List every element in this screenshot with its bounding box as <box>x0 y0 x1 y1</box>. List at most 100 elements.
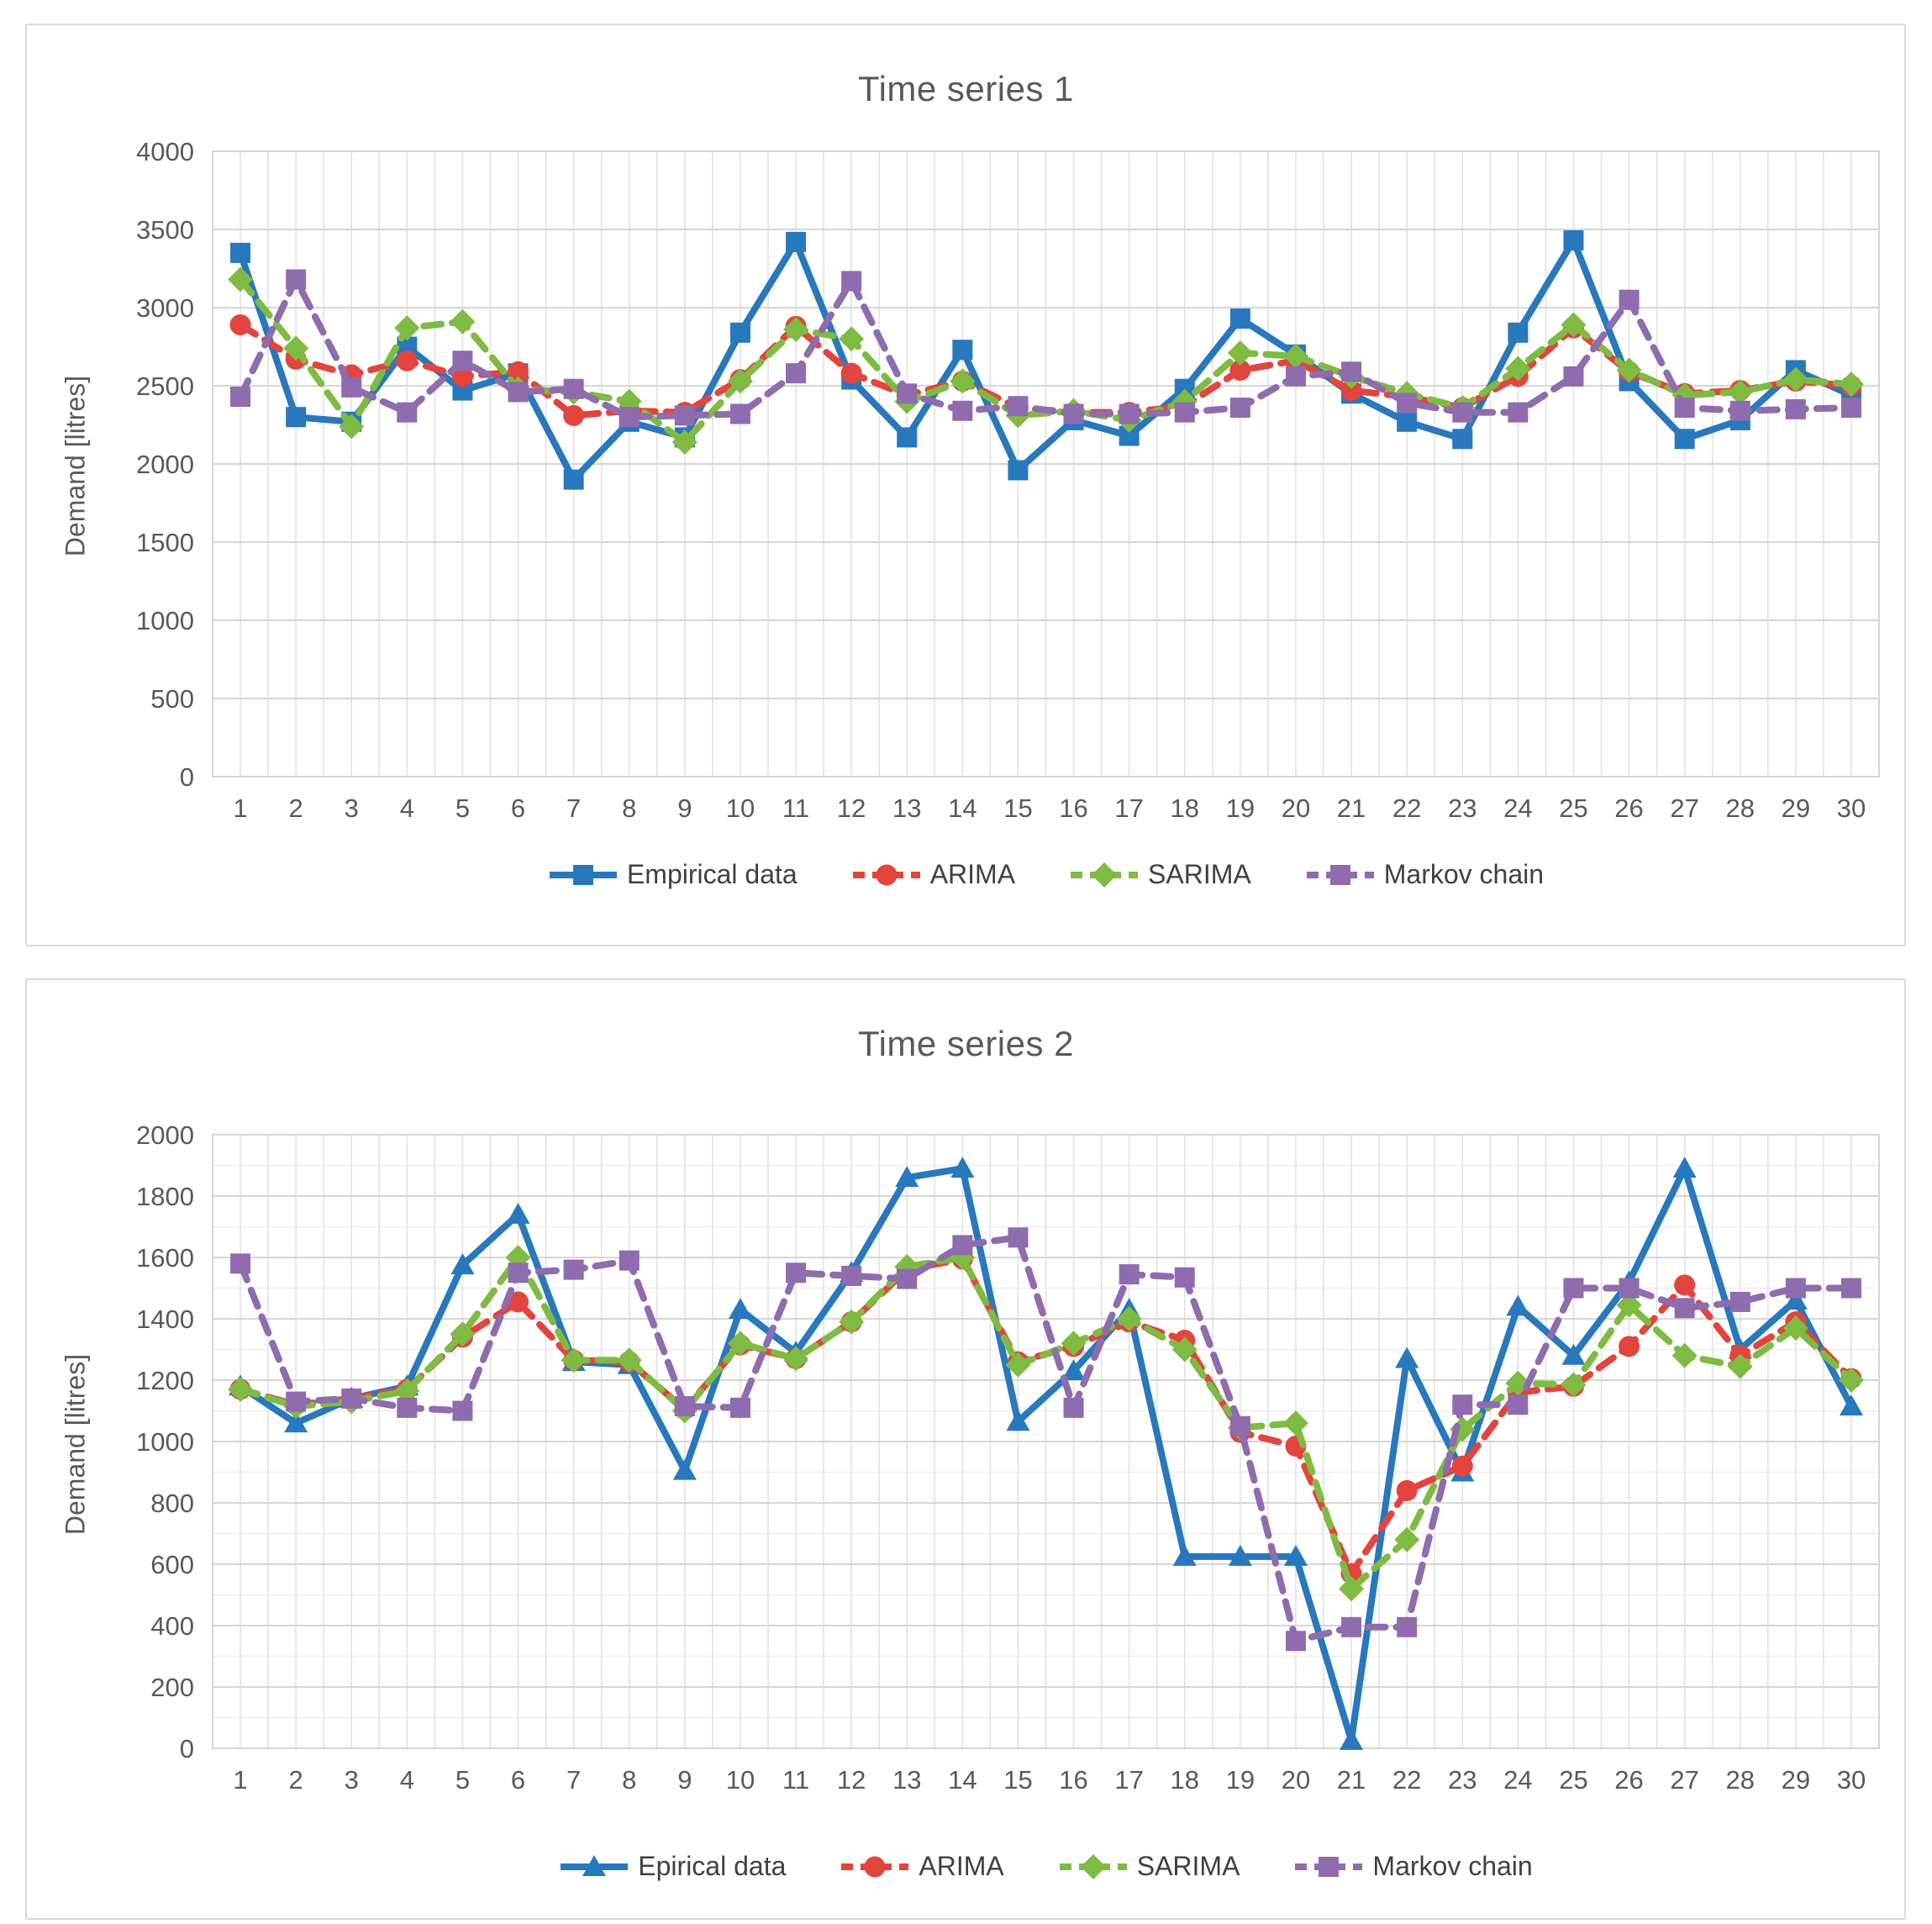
x-tick-label: 11 <box>782 793 809 823</box>
chart-panel-time-series-1 <box>25 24 1906 946</box>
legend-item-sarima: SARIMA <box>1058 1851 1240 1882</box>
x-tick-label: 4 <box>400 1765 414 1795</box>
x-tick-label: 15 <box>1003 1765 1032 1795</box>
legend-item-sarima: SARIMA <box>1069 859 1251 890</box>
x-tick-label: 6 <box>511 793 525 823</box>
y-tick-label: 3000 <box>136 293 194 323</box>
x-tick-label: 1 <box>233 1765 247 1795</box>
x-tick-label: 9 <box>677 1765 692 1795</box>
y-tick-label: 400 <box>150 1611 194 1641</box>
x-tick-label: 10 <box>726 793 755 823</box>
series-sarima <box>228 266 1864 455</box>
legend-item-epirical-data: Epirical data <box>559 1851 786 1882</box>
legend-marker-circle-icon <box>852 864 920 885</box>
y-tick-label: 2000 <box>136 450 194 479</box>
y-axis-title-1: Demand [litres] <box>60 375 91 557</box>
chart-title-1: Time series 1 <box>857 69 1074 108</box>
x-tick-label: 26 <box>1614 793 1643 823</box>
x-tick-label: 13 <box>892 1765 921 1795</box>
x-tick-label: 16 <box>1059 1765 1087 1795</box>
legend-chart-1: Empirical data ARIMA SARIMA Markov chain <box>213 859 1879 890</box>
x-tick-label: 22 <box>1392 793 1421 823</box>
x-tick-label: 22 <box>1392 1765 1421 1795</box>
legend-label: Markov chain <box>1383 859 1545 889</box>
legend-item-markov-chain: Markov chain <box>1293 1851 1533 1882</box>
x-tick-label: 17 <box>1114 1765 1143 1795</box>
legend-marker-diamond-icon <box>1071 862 1139 888</box>
legend-marker-diamond-icon <box>1059 1853 1127 1879</box>
x-tick-label: 6 <box>511 1765 525 1795</box>
y-tick-label: 2500 <box>136 372 194 401</box>
x-tick-label: 28 <box>1726 1765 1755 1795</box>
x-tick-label: 20 <box>1282 1765 1310 1795</box>
x-tick-label: 5 <box>455 793 470 823</box>
x-tick-label: 16 <box>1059 793 1087 823</box>
x-tick-label: 20 <box>1282 793 1310 823</box>
y-tick-label: 1400 <box>136 1305 194 1334</box>
y-tick-label: 1500 <box>136 528 194 557</box>
x-tick-label: 13 <box>892 793 921 823</box>
y-tick-label: 1200 <box>136 1366 194 1395</box>
y-tick-label: 800 <box>150 1489 194 1518</box>
x-tick-label: 23 <box>1448 793 1477 823</box>
x-tick-label: 17 <box>1114 793 1143 823</box>
legend-marker-triangle-icon <box>561 1854 629 1876</box>
x-tick-label: 23 <box>1448 1765 1477 1795</box>
chart-title-2: Time series 2 <box>857 1024 1074 1063</box>
y-tick-label: 0 <box>180 1734 194 1763</box>
y-axis-title-2: Demand [litres] <box>60 1353 91 1536</box>
x-tick-label: 18 <box>1171 793 1199 823</box>
x-tick-label: 2 <box>289 1765 303 1795</box>
series-markov-chain <box>230 1227 1861 1652</box>
x-tick-label: 29 <box>1782 1765 1810 1795</box>
y-tick-label: 1000 <box>136 1427 194 1457</box>
legend-label: Markov chain <box>1372 1851 1533 1881</box>
x-tick-label: 26 <box>1614 1765 1643 1795</box>
x-tick-label: 8 <box>622 1765 636 1795</box>
x-tick-label: 15 <box>1003 793 1032 823</box>
x-tick-label: 27 <box>1670 793 1698 823</box>
legend-item-markov-chain: Markov chain <box>1305 859 1544 890</box>
y-tick-label: 600 <box>150 1550 194 1579</box>
x-tick-label: 10 <box>726 1765 755 1795</box>
legend-label: SARIMA <box>1148 859 1251 889</box>
x-tick-label: 19 <box>1226 1765 1255 1795</box>
y-tick-label: 500 <box>150 684 194 714</box>
x-tick-label: 27 <box>1670 1765 1698 1795</box>
legend-label: Epirical data <box>638 1851 787 1881</box>
x-tick-label: 30 <box>1837 793 1866 823</box>
legend-chart-2: Epirical data ARIMA SARIMA Markov chain <box>213 1851 1879 1882</box>
y-tick-label: 1000 <box>136 606 194 635</box>
legend-label: ARIMA <box>919 1851 1004 1881</box>
y-tick-label: 1600 <box>136 1243 194 1273</box>
legend-marker-square-icon <box>1295 1856 1363 1877</box>
legend-item-arima: ARIMA <box>851 859 1015 890</box>
x-tick-label: 4 <box>400 793 414 823</box>
x-tick-label: 1 <box>233 793 247 823</box>
y-tick-label: 2000 <box>136 1120 194 1150</box>
x-tick-label: 19 <box>1226 793 1255 823</box>
legend-item-arima: ARIMA <box>840 1851 1004 1882</box>
x-tick-label: 12 <box>837 793 866 823</box>
x-tick-label: 8 <box>622 793 636 823</box>
x-tick-label: 25 <box>1559 793 1587 823</box>
legend-label: ARIMA <box>929 859 1016 889</box>
legend-label: Empirical data <box>626 859 798 889</box>
x-tick-label: 21 <box>1337 1765 1366 1795</box>
x-tick-label: 5 <box>455 1765 470 1795</box>
legend-marker-circle-icon <box>841 1856 909 1877</box>
x-tick-label: 3 <box>345 793 359 823</box>
x-tick-label: 7 <box>566 793 581 823</box>
x-tick-label: 7 <box>566 1765 581 1795</box>
x-tick-label: 3 <box>345 1765 359 1795</box>
x-tick-label: 25 <box>1559 1765 1587 1795</box>
x-tick-label: 18 <box>1171 1765 1199 1795</box>
x-tick-label: 9 <box>677 793 692 823</box>
legend-marker-square-icon <box>549 864 617 885</box>
legend-label: SARIMA <box>1136 1851 1240 1881</box>
x-tick-label: 14 <box>948 1765 977 1795</box>
legend-item-empirical-data: Empirical data <box>548 859 798 890</box>
